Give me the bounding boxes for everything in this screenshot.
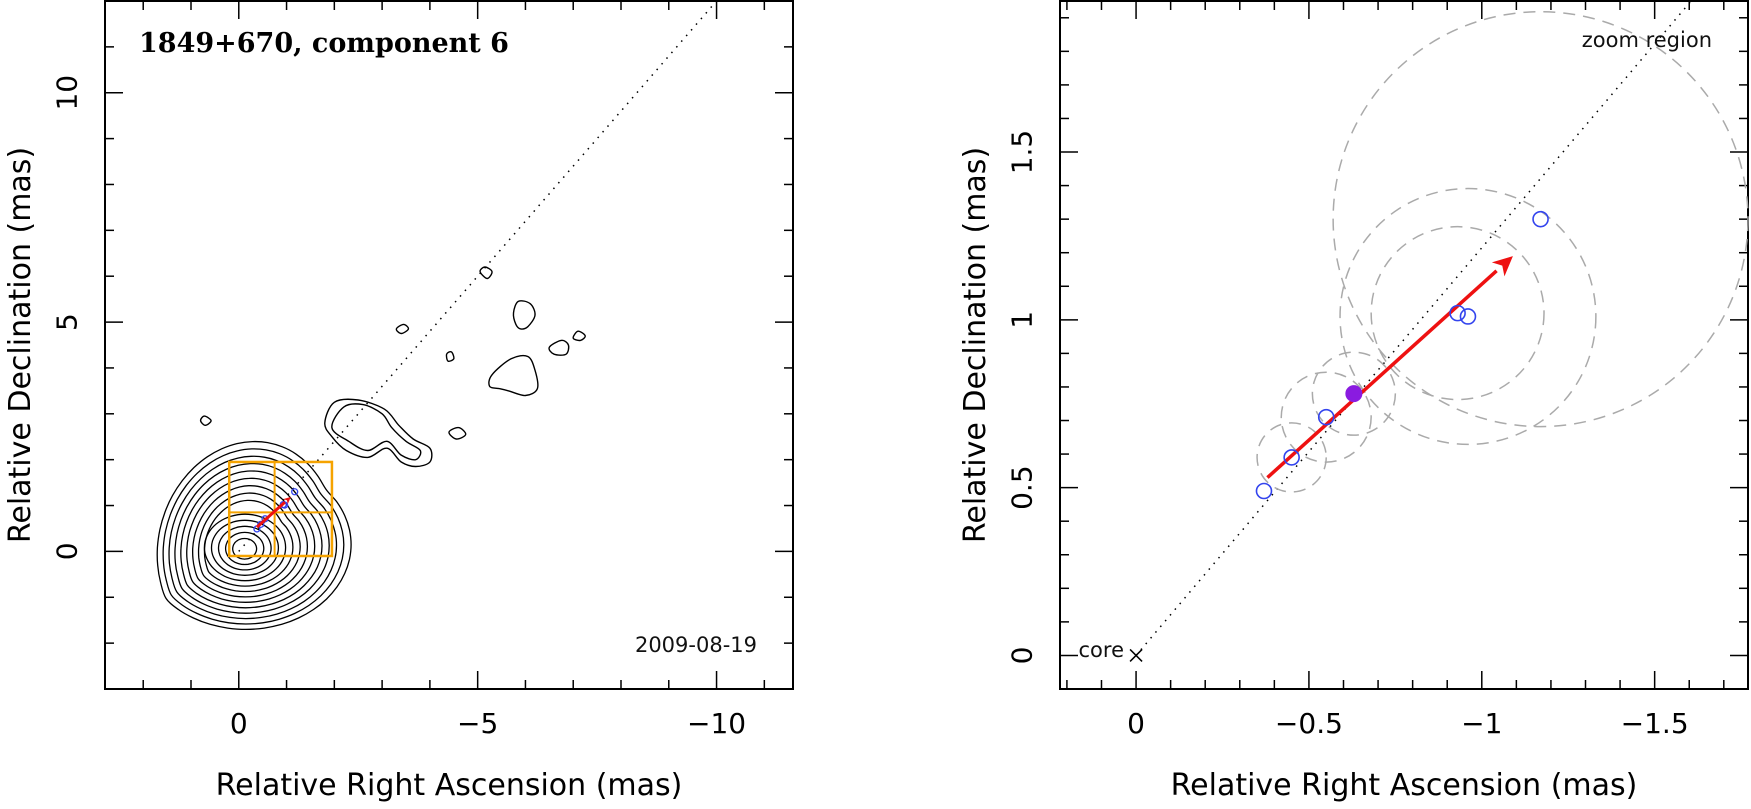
uncertainty-circle <box>1311 351 1397 436</box>
core-contour <box>203 499 294 587</box>
zoom-box <box>227 460 334 558</box>
core-contour <box>203 513 287 582</box>
position-marker <box>1532 210 1549 228</box>
uncertainty-circle <box>1280 371 1372 463</box>
left-arrow-shaft <box>255 501 286 529</box>
left-jet-axis <box>238 0 718 552</box>
core-contour <box>197 492 301 593</box>
left-ticks <box>105 0 793 690</box>
core-cross-b <box>1129 648 1143 662</box>
right-panel: 0 −0.5 −1 −1.5 0 0.5 1 1.5 zoom region core Rel… <box>958 0 1749 803</box>
left-y-tick-label: 0 <box>51 542 84 560</box>
position-marker <box>1317 408 1335 426</box>
core-contour <box>174 462 330 614</box>
left-arrow-head <box>283 496 291 505</box>
right-y-tick-label: 0 <box>1006 647 1039 665</box>
right-tick-labels: 0 −0.5 −1 −1.5 0 0.5 1 1.5 <box>1006 130 1689 740</box>
left-y-tick-label: 10 <box>51 75 84 111</box>
left-x-tick-label: −10 <box>687 707 746 740</box>
left-x-tick-label: −5 <box>457 707 498 740</box>
right-jet-axis-line <box>1135 0 1693 656</box>
right-x-tick-label: 0 <box>1127 707 1145 740</box>
uncertainty-circle <box>1256 422 1327 493</box>
left-tick-labels: 0 −5 −10 0 5 10 <box>51 75 747 740</box>
core-contour <box>217 525 272 571</box>
left-motion-arrow <box>255 496 291 529</box>
left-plot-frame <box>104 0 794 690</box>
core-contour <box>162 448 345 625</box>
left-plot-title: 1849+670, component 6 <box>139 28 509 59</box>
right-x-tick-label: −1 <box>1461 707 1502 740</box>
left-x-axis-label: Relative Right Ascension (mas) <box>216 768 683 803</box>
core-marker <box>1129 648 1143 662</box>
left-jet-axis-line <box>238 0 718 552</box>
right-y-tick-label: 1 <box>1006 311 1039 329</box>
right-x-tick-label: −1.5 <box>1621 707 1689 740</box>
core-contours <box>156 440 352 631</box>
right-y-tick-label: 0.5 <box>1006 465 1039 510</box>
right-jet-axis <box>1135 0 1693 656</box>
jet-contour <box>448 426 467 440</box>
position-marker <box>1283 449 1300 466</box>
jet-contour <box>324 398 433 468</box>
right-y-axis-label: Relative Declination (mas) <box>958 147 993 543</box>
jet-contours <box>199 266 586 468</box>
position-marker <box>1449 304 1466 322</box>
right-arrow-head <box>1491 256 1513 277</box>
right-ticks <box>1060 1 1748 690</box>
position-marker <box>1459 308 1477 325</box>
jet-contour <box>488 354 539 397</box>
right-x-tick-label: −0.5 <box>1275 707 1343 740</box>
zoom-box-rect <box>227 460 334 558</box>
highlighted-position-marker <box>1345 385 1363 403</box>
right-arrow-shaft <box>1266 269 1498 479</box>
right-x-axis-label: Relative Right Ascension (mas) <box>1171 768 1638 803</box>
uncertainty-circle <box>1339 187 1597 446</box>
jet-contour <box>479 266 493 280</box>
core-label: core <box>1079 638 1125 662</box>
observation-date: 2009-08-19 <box>635 633 757 657</box>
uncertainty-circle <box>1332 10 1749 428</box>
position-marker <box>1255 482 1273 500</box>
left-position-marker <box>291 488 299 496</box>
left-y-axis-label: Relative Declination (mas) <box>3 147 38 543</box>
core-contour <box>156 440 352 631</box>
core-contour <box>210 519 280 576</box>
uncertainty-circle <box>1370 225 1545 401</box>
core-contour <box>224 531 265 566</box>
core-contour <box>191 485 309 598</box>
jet-contour <box>512 300 536 330</box>
uncertainty-circles <box>1256 10 1749 493</box>
left-panel: 0 −5 −10 0 5 10 1849+670, component 6 2009-08… <box>3 0 794 803</box>
jet-contour <box>199 415 212 427</box>
jet-contour <box>445 350 455 362</box>
left-position-marker <box>257 520 265 528</box>
left-y-tick-label: 5 <box>51 313 84 331</box>
right-motion-arrow <box>1266 256 1513 479</box>
core-contour <box>232 537 258 560</box>
right-y-tick-label: 1.5 <box>1006 130 1039 175</box>
jet-contour <box>548 339 570 356</box>
core-contour <box>180 470 323 609</box>
jet-contour <box>331 403 422 461</box>
jet-contour <box>395 323 410 335</box>
jet-contour <box>572 330 586 342</box>
core-contour <box>168 455 338 620</box>
position-markers <box>1255 210 1549 500</box>
zoom-region-label: zoom region <box>1582 28 1712 52</box>
left-x-tick-label: 0 <box>230 707 248 740</box>
right-plot-frame <box>1059 0 1749 690</box>
